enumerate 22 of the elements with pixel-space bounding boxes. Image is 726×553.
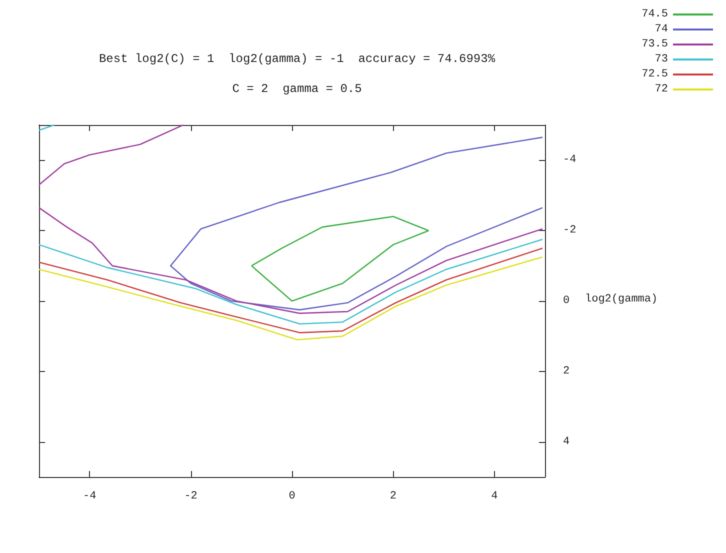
legend-label: 73.5 (642, 38, 668, 50)
x-tick-label: -4 (83, 490, 97, 502)
legend-label: 72.5 (642, 68, 668, 80)
legend-label: 73 (654, 54, 668, 66)
legend-label: 74.5 (642, 8, 668, 20)
x-tick-label: 2 (390, 490, 397, 502)
y-tick-label: 0 (563, 295, 570, 307)
legend-label: 72 (654, 84, 668, 96)
x-tick-label: 0 (288, 490, 296, 502)
y-tick-label: -4 (563, 154, 577, 166)
x-tick-label: 4 (491, 490, 498, 502)
y-tick-label: -2 (563, 224, 576, 237)
chart-title: Best log2(C) = 1 log2(gamma) = -1 accuracy = 74.6993% (98, 52, 496, 66)
line-series (38, 256, 544, 340)
chart-subtitle: C = 2 gamma = 0.5 (232, 82, 362, 96)
legend-label: 74 (654, 24, 668, 36)
y-tick-label: 2 (563, 365, 570, 378)
y-axis-title: log2(gamma) (585, 294, 658, 306)
x-tick-label: -2 (184, 490, 198, 502)
y-tick-label: 4 (563, 436, 570, 448)
line-series (38, 248, 544, 334)
line-series (170, 136, 544, 310)
